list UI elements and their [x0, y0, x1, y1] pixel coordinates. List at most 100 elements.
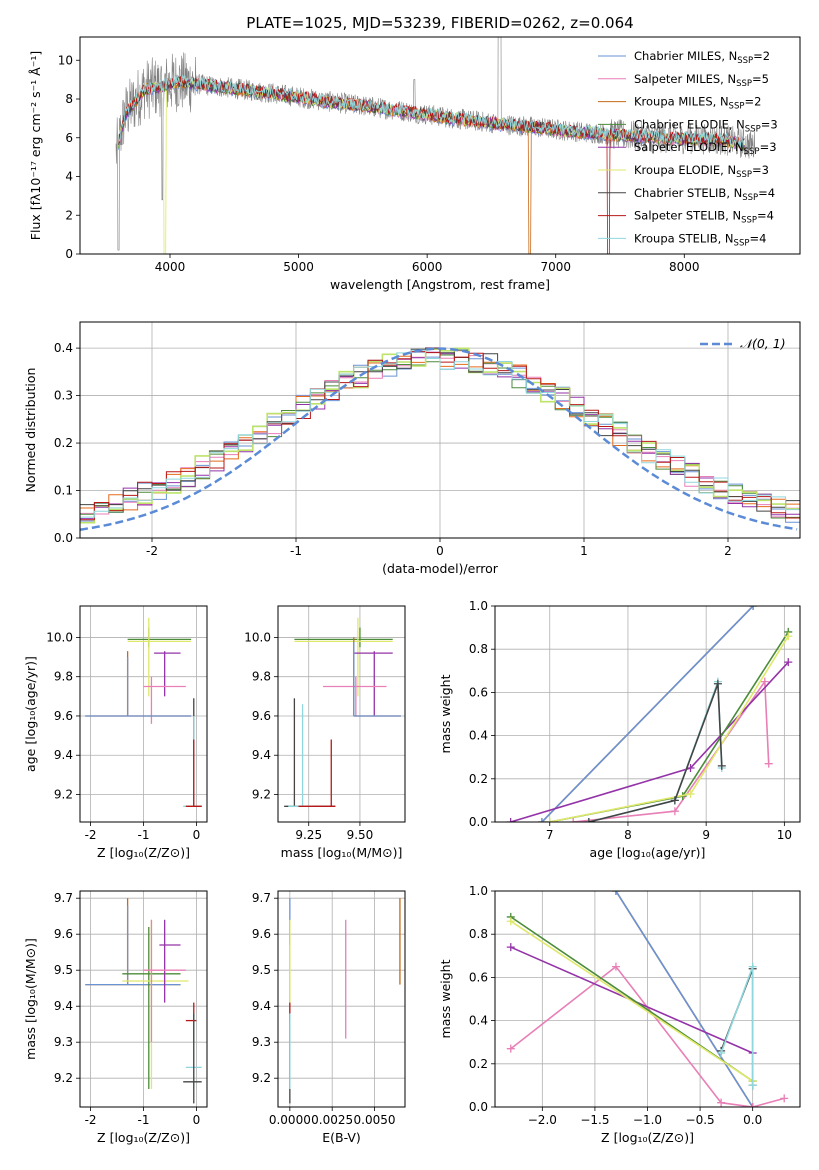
x-axis-label: wavelength [Angstrom, rest frame] — [330, 277, 550, 292]
marker-smiles — [611, 962, 620, 971]
x-tick-label: 10 — [777, 828, 792, 842]
chart-residuals: -2 -1 0 1 2 0.0 0.1 0.2 0.3 0.4 (data-model)/error… — [23, 321, 801, 576]
marker-kstelib — [748, 962, 757, 971]
chart-weight_age: 7 8 9 10 0.0 0.2 0.4 0.6 0.8 1.0 age [log₁₀(age/yr… — [438, 599, 801, 860]
marker-cstelib — [584, 818, 593, 822]
x-tick-label: −1.5 — [580, 1113, 609, 1127]
legend-label: 𝒩(0, 1) — [740, 336, 786, 351]
y-tick-label: 0.0 — [469, 1100, 488, 1114]
x-tick-label: 0.0000 — [269, 1113, 311, 1127]
y-tick-label: 1.0 — [469, 599, 488, 613]
spectrum-plot — [115, 37, 755, 254]
x-tick-label: 9.50 — [347, 828, 374, 842]
y-tick-label: 9.2 — [252, 788, 271, 802]
axes-frame — [494, 605, 801, 823]
legend-label: Salpeter MILES, NSSP=5 — [634, 72, 769, 89]
marker-smiles — [760, 677, 769, 686]
y-tick-label: 9.7 — [252, 891, 271, 905]
x-tick-label: −0.5 — [686, 1113, 715, 1127]
y-tick-label: 8 — [65, 92, 73, 106]
y-tick-label: 0.2 — [469, 1057, 488, 1071]
legend-label: Salpeter STELIB, NSSP=4 — [634, 209, 774, 226]
axes-frame — [79, 36, 801, 255]
marker-selodie — [784, 658, 793, 667]
legend-label: Chabrier MILES, NSSP=2 — [634, 49, 770, 66]
axes-frame — [277, 605, 406, 823]
x-tick-label: 0.0025 — [311, 1113, 353, 1127]
series-kelodie — [510, 920, 754, 1082]
marker-kelodie — [506, 917, 515, 926]
mass_EBV-points — [289, 898, 401, 1104]
marker-cmiles — [749, 606, 758, 610]
y-axis-label: Normed distribution — [23, 368, 38, 493]
marker-smiles — [506, 1044, 515, 1053]
series-kstelib — [720, 966, 754, 1086]
x-tick-label: 2 — [724, 544, 732, 558]
y-tick-label: 0.0 — [469, 815, 488, 829]
weight_age-lines — [506, 606, 793, 822]
marker-cstelib — [713, 679, 722, 688]
y-tick-label: 0 — [65, 247, 73, 261]
marker-kstelib — [748, 1081, 757, 1090]
series-cstelib — [588, 683, 723, 822]
legend-label: Chabrier ELODIE, NSSP=3 — [634, 117, 778, 134]
x-tick-label: 8 — [624, 828, 632, 842]
x-tick-label: 9 — [702, 828, 710, 842]
y-tick-label: 0.2 — [54, 436, 73, 450]
marker-selodie — [506, 818, 515, 822]
y-tick-label: 0.6 — [469, 970, 488, 984]
marker-cmiles — [611, 891, 620, 895]
x-tick-label: −1.0 — [633, 1113, 662, 1127]
legend-label: Salpeter ELODIE, NSSP=3 — [634, 140, 777, 157]
x-axis-label: Z [log₁₀(Z/Z⊙)] — [601, 1130, 694, 1145]
series-kelodie — [549, 635, 789, 822]
y-tick-label: 9.6 — [54, 709, 73, 723]
x-tick-label: 0 — [193, 828, 201, 842]
chart-age_Z: -2 -1 0 9.2 9.4 9.6 9.8 10.0 Z [log₁₀(Z/Z⊙)] age … — [23, 605, 208, 860]
y-tick-label: 9.5 — [252, 963, 271, 977]
x-tick-label: 0 — [436, 544, 444, 558]
x-tick-label: 4000 — [155, 260, 186, 274]
marker-selodie — [686, 764, 695, 772]
x-axis-label: Z [log₁₀(Z/Z⊙)] — [97, 1130, 190, 1145]
y-tick-label: 0.2 — [469, 772, 488, 786]
y-tick-label: 9.6 — [252, 927, 271, 941]
y-tick-label: 9.4 — [252, 999, 271, 1013]
marker-smiles — [569, 818, 578, 822]
y-tick-label: 10.0 — [46, 630, 73, 644]
legend: Chabrier MILES, NSSP=2 Salpeter MILES, NS… — [598, 49, 778, 248]
y-tick-label: 0.4 — [54, 341, 73, 355]
y-tick-label: 9.8 — [252, 670, 271, 684]
y-axis-label: mass weight — [438, 959, 453, 1038]
y-tick-label: 9.6 — [252, 709, 271, 723]
chart-mass_Z: -2 -1 0 9.2 9.3 9.4 9.5 9.6 9.7 Z [log₁₀(Z/Z⊙)] ma… — [23, 890, 208, 1145]
hist-sstelib — [80, 351, 800, 521]
series-normal — [80, 347, 798, 531]
y-axis-label: mass weight — [438, 674, 453, 753]
weight_Z-lines — [506, 891, 789, 1107]
y-tick-label: 0.4 — [469, 1014, 488, 1028]
y-tick-label: 4 — [65, 170, 73, 184]
x-tick-label: 1 — [580, 544, 588, 558]
y-axis-label: Flux [fλ10⁻¹⁷ erg cm⁻² s⁻¹ Å⁻¹] — [28, 51, 43, 240]
series-selodie — [510, 946, 754, 1054]
y-tick-label: 9.4 — [252, 748, 271, 762]
y-tick-label: 9.3 — [252, 1035, 271, 1049]
chart-weight_Z: −2.0 −1.5 −1.0 −0.5 0.0 0.0 0.2 0.4 0.6 0.8 1.0 Z [… — [438, 884, 801, 1145]
age_mass-points — [284, 617, 401, 807]
figure-title: PLATE=1025, MJD=53239, FIBERID=0262, z=0… — [246, 14, 633, 32]
y-tick-label: 0.8 — [469, 642, 488, 656]
marker-kstelib — [717, 1049, 726, 1057]
y-tick-label: 0.0 — [54, 531, 73, 545]
x-tick-label: −2.0 — [528, 1113, 557, 1127]
marker-smiles — [780, 1094, 789, 1103]
legend-label: Chabrier STELIB, NSSP=4 — [634, 186, 775, 203]
marker-selodie — [506, 943, 515, 952]
y-tick-label: 10 — [58, 53, 73, 67]
y-tick-label: 0.6 — [469, 685, 488, 699]
age_Z-points — [85, 617, 202, 807]
x-axis-label: mass [log₁₀(M/M⊙)] — [281, 845, 403, 860]
marker-cstelib — [670, 796, 679, 805]
y-tick-label: 9.8 — [54, 670, 73, 684]
x-tick-label: 6000 — [412, 260, 443, 274]
